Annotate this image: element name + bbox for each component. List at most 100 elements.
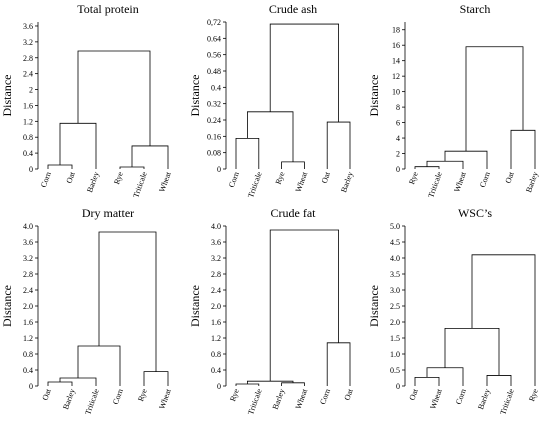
y-tick-label: 2 xyxy=(29,86,33,95)
chart-title: Crude ash xyxy=(269,2,317,16)
chart-panel-1: Total protein Distance 0 0.4 0.8 1.2 1.6 2 2.4 2.… xyxy=(0,2,173,199)
y-tick-label: 2.8 xyxy=(211,270,221,279)
y-tick-label: 4.0 xyxy=(23,222,33,231)
leaf-label: Triticale xyxy=(426,170,444,199)
dendrogram-link xyxy=(510,129,536,169)
leaf-label: Rye xyxy=(274,170,287,185)
y-tick-label: 0 xyxy=(29,165,33,174)
leaf-label: Corn xyxy=(39,171,53,189)
dendrogram-link xyxy=(426,160,464,169)
dendrogram-link xyxy=(326,121,351,169)
y-tick-label: 2.4 xyxy=(23,286,33,295)
dendrogram-link xyxy=(235,383,260,386)
leaf-label: Triticale xyxy=(498,387,516,416)
leaf-label: Wheat xyxy=(157,387,173,410)
y-tick-label: 0 xyxy=(217,165,221,174)
dendrogram-link xyxy=(471,254,536,386)
leaf-label: Wheat xyxy=(157,170,173,193)
y-tick-label: 2.8 xyxy=(23,270,33,279)
dendrogram-link xyxy=(269,229,339,382)
leaf-label: Barley xyxy=(61,388,77,411)
y-tick-label: 3.6 xyxy=(211,238,221,247)
leaf-label: Wheat xyxy=(294,170,310,193)
chart-title: WSC’s xyxy=(458,206,492,220)
chart-panel-5: Crude fat Distance 0 0.4 0.8 1.2 1.6 2.0 2.4 2.8 3… xyxy=(188,206,355,416)
leaf-label: Rye xyxy=(136,387,149,402)
dendrogram-link xyxy=(281,161,305,169)
leaf-label: Corn xyxy=(318,388,332,406)
y-tick-label: 3.6 xyxy=(23,238,33,247)
leaf-label: Triticale xyxy=(246,170,264,199)
y-tick-label: 1.6 xyxy=(211,318,221,327)
leaf-label: Triticale xyxy=(131,170,149,199)
y-tick-label: 0.8 xyxy=(23,350,33,359)
leaf-label: Corn xyxy=(454,388,468,406)
y-tick-label: 8 xyxy=(396,103,400,112)
y-tick-label: 1.6 xyxy=(23,318,33,327)
chart-panel-2: Crude ash Distance 0 0.08 0.16 0.24 0.32 0.4 0.4… xyxy=(188,2,355,199)
y-tick-label: 1.2 xyxy=(211,334,221,343)
y-tick-label: 0.8 xyxy=(211,350,221,359)
chart-title: Crude fat xyxy=(271,206,317,220)
y-tick-label: 4.5 xyxy=(390,238,400,247)
y-tick-label: 0 xyxy=(396,382,400,391)
y-tick-label: 0.08 xyxy=(207,149,221,158)
leaf-label: Corn xyxy=(478,171,492,189)
y-tick-label: 0.8 xyxy=(23,133,33,142)
leaf-label: Triticale xyxy=(246,387,264,416)
y-axis-label: Distance xyxy=(367,75,381,117)
y-tick-label: 3.5 xyxy=(390,270,400,279)
y-tick-label: 1.2 xyxy=(23,334,33,343)
y-tick-label: 2.8 xyxy=(23,54,33,63)
chart-panel-6: WSC’s Distance 0 0.5 1.0 1.5 2.0 2.5 3.0 3.5 4.0 4.… xyxy=(367,206,540,416)
y-tick-label: 2.4 xyxy=(211,286,221,295)
dendrogram-link xyxy=(326,342,351,386)
y-tick-label: 16 xyxy=(392,41,400,50)
dendrogram-link xyxy=(486,375,512,386)
y-tick-label: 0.64 xyxy=(207,34,221,43)
y-tick-label: 1.6 xyxy=(23,101,33,110)
y-tick-label: 12 xyxy=(392,72,400,81)
leaf-label: Corn xyxy=(111,388,125,406)
chart-title: Total protein xyxy=(77,2,138,16)
leaf-label: Barley xyxy=(524,171,540,194)
y-tick-label: 3.2 xyxy=(23,254,33,263)
chart-panel-4: Dry matter Distance 0 0.4 0.8 1.2 1.6 2.0 2.4 2.8… xyxy=(0,206,173,416)
leaf-label: Barley xyxy=(85,171,101,194)
leaf-label: Oat xyxy=(320,170,333,185)
dendrogram-link xyxy=(47,381,73,386)
y-tick-label: 4.0 xyxy=(390,254,400,263)
leaf-label: Oat xyxy=(503,170,516,185)
chart-title: Dry matter xyxy=(82,206,134,220)
dendrogram-link xyxy=(235,137,260,169)
chart-panel-3: Starch Distance 0 2 4 6 8 10 12 14 16 18 Rye Tritical… xyxy=(367,2,540,199)
y-tick-label: 0.24 xyxy=(207,116,221,125)
dendrogram-link xyxy=(143,371,169,386)
dendrogram-link xyxy=(98,231,157,372)
y-tick-label: 2.0 xyxy=(211,302,221,311)
y-tick-label: 2 xyxy=(396,150,400,159)
y-tick-label: 1.0 xyxy=(390,350,400,359)
y-tick-label: 5.0 xyxy=(390,222,400,231)
leaf-label: Oat xyxy=(342,387,355,402)
leaf-label: Corn xyxy=(227,171,241,189)
y-tick-label: 3.2 xyxy=(23,38,33,47)
y-tick-label: 0.56 xyxy=(207,51,221,60)
chart-title: Starch xyxy=(460,2,491,16)
leaf-label: Wheat xyxy=(294,387,310,410)
y-tick-label: 1.5 xyxy=(390,334,400,343)
leaf-label: Triticale xyxy=(83,387,101,416)
leaf-label: Rye xyxy=(407,170,420,185)
leaf-label: Oat xyxy=(407,387,420,402)
y-axis-label: Distance xyxy=(0,75,14,117)
dendrogram-link xyxy=(465,46,524,152)
leaf-label: Barley xyxy=(476,388,492,411)
leaf-label: Wheat xyxy=(452,170,468,193)
y-tick-label: 0 xyxy=(217,382,221,391)
y-tick-label: 0.4 xyxy=(211,366,221,375)
y-tick-label: 0.4 xyxy=(23,149,33,158)
y-tick-label: 0.4 xyxy=(211,83,221,92)
y-tick-label: 0.4 xyxy=(23,366,33,375)
y-axis-label: Distance xyxy=(188,285,202,327)
